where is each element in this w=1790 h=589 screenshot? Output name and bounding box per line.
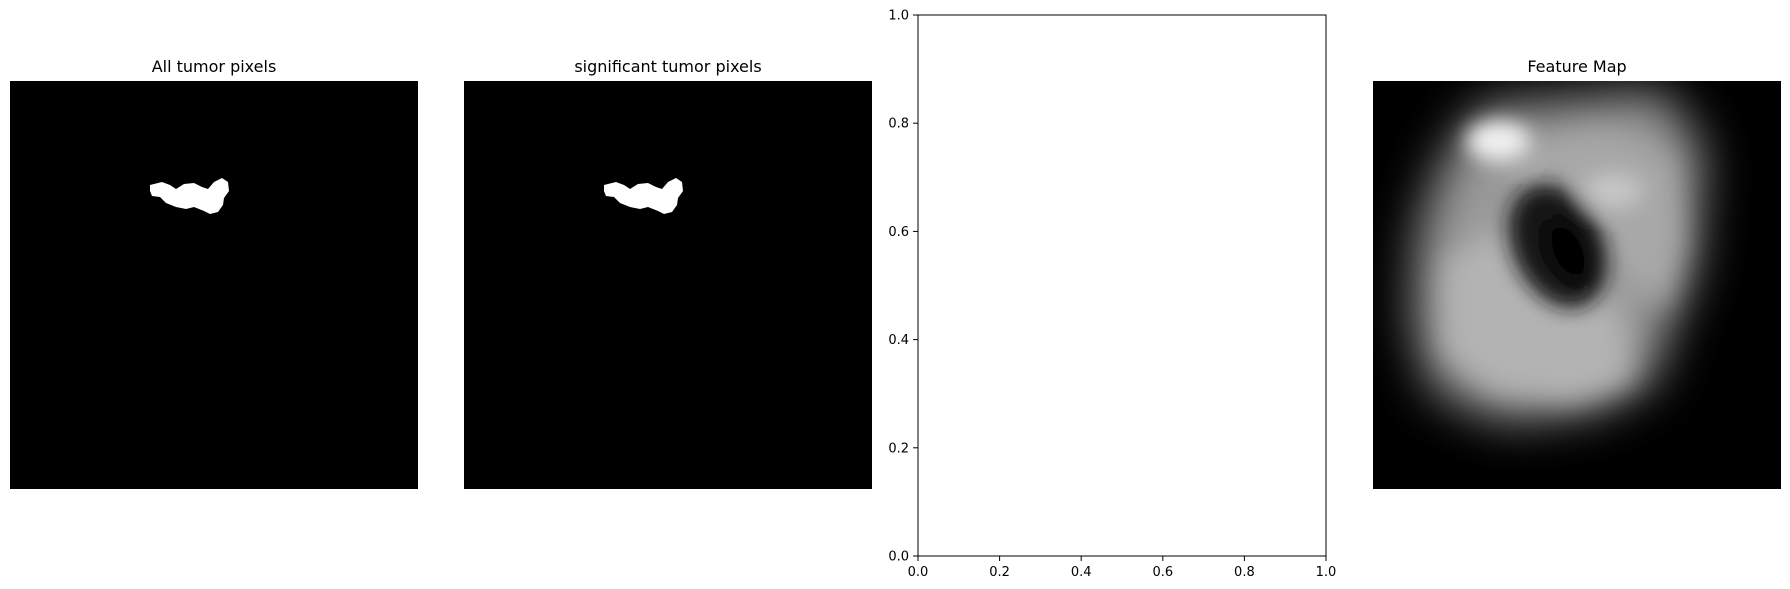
axes-frame bbox=[917, 14, 1327, 557]
panel-4-title: Feature Map bbox=[1527, 57, 1627, 76]
y-tick-label: 0.8 bbox=[888, 117, 909, 132]
panel-4-feature-map bbox=[1373, 81, 1781, 489]
x-tick-label: 0.8 bbox=[1234, 565, 1255, 580]
y-tick-label: 0.0 bbox=[888, 550, 909, 565]
feature-map-graphic bbox=[1373, 81, 1781, 489]
y-axis-ticks: 0.0 0.2 0.4 0.6 0.8 1.0 bbox=[888, 9, 918, 565]
tumor-mask-graphic bbox=[150, 178, 229, 214]
panel-2-mask-image bbox=[464, 81, 872, 489]
x-tick-label: 0.2 bbox=[989, 565, 1010, 580]
tumor-blob bbox=[150, 178, 229, 214]
significant-mask-graphic bbox=[604, 178, 683, 214]
x-tick-label: 1.0 bbox=[1316, 565, 1337, 580]
panel-2-title: significant tumor pixels bbox=[574, 57, 762, 76]
y-tick-label: 1.0 bbox=[888, 9, 909, 24]
y-tick-label: 0.4 bbox=[888, 333, 909, 348]
x-tick-label: 0.4 bbox=[1071, 565, 1092, 580]
x-tick-label: 0.0 bbox=[908, 565, 929, 580]
panel-1-title: All tumor pixels bbox=[151, 57, 277, 76]
y-tick-label: 0.2 bbox=[888, 441, 909, 456]
panel-1-mask-image bbox=[10, 81, 418, 489]
significant-tumor-blob bbox=[604, 178, 683, 214]
x-axis-ticks: 0.0 0.2 0.4 0.6 0.8 1.0 bbox=[908, 556, 1337, 580]
y-tick-label: 0.6 bbox=[888, 225, 909, 240]
x-tick-label: 0.6 bbox=[1152, 565, 1173, 580]
